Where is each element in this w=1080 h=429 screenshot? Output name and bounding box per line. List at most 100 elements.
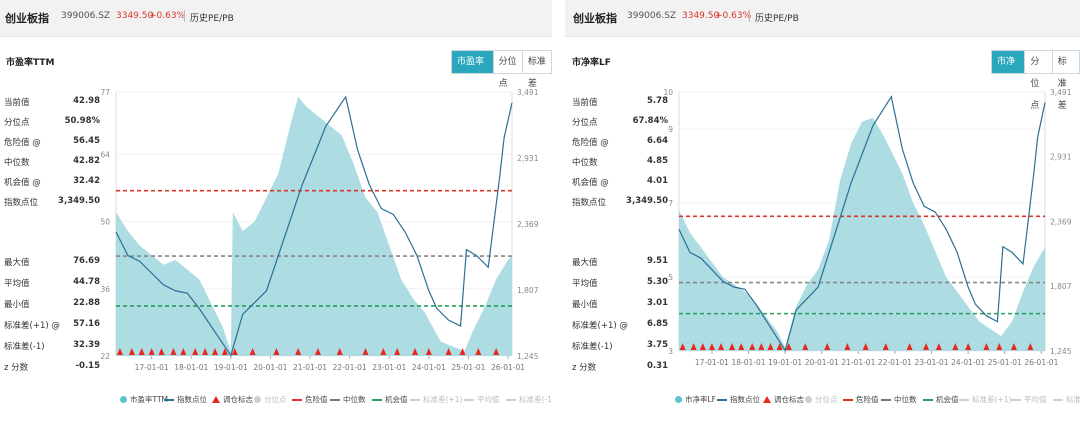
stat-value: 4.01 [647, 176, 668, 186]
legend-label: 机会值 [936, 395, 959, 404]
legend-label: 平均值 [1024, 395, 1047, 404]
legend-label: 中位数 [894, 395, 917, 404]
legend-item[interactable]: 标准差(-1) [1053, 394, 1080, 405]
legend-label: 机会值 [385, 395, 408, 404]
panel-header: 创业板指 399006.SZ 3349.50 +0.63% 历史PE/PB [0, 0, 552, 37]
rebalance-marker [116, 348, 123, 355]
legend-item[interactable]: 平均值 [464, 394, 500, 405]
tab-std-dev[interactable]: 标准差 [1051, 51, 1079, 111]
rebalance-marker [923, 343, 930, 350]
stat-label: 标准差(-1) [4, 342, 45, 352]
legend-label: 标准差(-1) [519, 395, 552, 404]
stat-value: 3.75 [647, 340, 668, 350]
legend-label: 标准差(-1) [1066, 395, 1080, 404]
legend-item[interactable]: 中位数 [881, 394, 917, 405]
stat-label[interactable]: 危险值 @ [572, 138, 609, 148]
rebalance-marker [212, 348, 218, 355]
stat-label: 最小值 [572, 300, 598, 310]
stat-label[interactable]: 危险值 @ [4, 138, 41, 148]
rebalance-marker [362, 348, 369, 355]
stat-value: 22.88 [73, 298, 100, 308]
legend-label: 分位点 [815, 395, 838, 404]
history-link[interactable]: 历史PE/PB [190, 14, 234, 24]
rebalance-marker [158, 348, 165, 355]
history-link[interactable]: 历史PE/PB [755, 14, 799, 24]
green-dash-icon [923, 398, 933, 401]
chart-title: 市盈率TTM [6, 58, 55, 68]
x-tick-label: 22-01-01 [333, 363, 367, 372]
stat-label: 指数点位 [572, 198, 607, 208]
stat-label: z 分数 [4, 363, 29, 373]
tab-pe-ttm[interactable]: 市盈率TTM [452, 51, 493, 89]
legend-item[interactable]: 中位数 [330, 394, 366, 405]
header-divider [184, 10, 185, 22]
stat-label: 中位数 [4, 158, 30, 168]
legend-label: 危险值 [856, 395, 879, 404]
tab-std-dev[interactable]: 标准差 [521, 51, 552, 89]
stat-value: 56.45 [73, 136, 100, 146]
left-tick-label: 50 [100, 218, 110, 227]
legend-item[interactable]: 机会值 [923, 394, 959, 405]
stat-label: z 分数 [572, 363, 597, 373]
rebalance-marker [862, 343, 869, 350]
index-price: 3349.50 [116, 11, 154, 21]
stat-label[interactable]: 机会值 @ [572, 178, 609, 188]
stat-value: 6.64 [647, 136, 668, 146]
left-tick-label: 7 [668, 199, 673, 208]
red-dash-icon [843, 398, 853, 401]
legend-item[interactable]: 危险值 [292, 394, 328, 405]
legend-item[interactable]: 平均值 [1011, 394, 1047, 405]
right-tick-label: 1,807 [517, 286, 539, 295]
left-tick-label: 36 [100, 285, 110, 294]
stat-label: 最大值 [4, 258, 30, 268]
stat-label: 当前值 [572, 98, 598, 108]
pe-panel: 创业板指 399006.SZ 3349.50 +0.63% 历史PE/PB 市盈… [0, 0, 552, 429]
rebalance-marker [776, 343, 783, 350]
legend-item[interactable]: 市净率LF [675, 394, 716, 405]
rebalance-marker [170, 348, 177, 355]
x-tick-label: 19-01-01 [214, 363, 248, 372]
rebalance-marker [394, 348, 401, 355]
legend-item[interactable]: 机会值 [372, 394, 408, 405]
stat-label[interactable]: 标准差(+1) @ [4, 321, 60, 331]
tab-percentile[interactable]: 分位点 [492, 51, 522, 89]
rebalance-marker [148, 348, 155, 355]
stat-value: 76.69 [73, 256, 100, 266]
index-code: 399006.SZ [627, 11, 677, 21]
rebalance-marker [138, 348, 145, 355]
rebalance-marker [679, 343, 686, 350]
blue-line-icon [717, 398, 727, 401]
rebalance-marker [965, 343, 972, 350]
legend-item[interactable]: 标准差(+1) [410, 394, 462, 405]
stat-label[interactable]: 机会值 @ [4, 178, 41, 188]
stat-value: 6.85 [647, 319, 668, 329]
legend-item[interactable]: 调仓标志 [212, 394, 253, 405]
legend-item[interactable]: 市盈率TTM [120, 394, 168, 405]
legend-item[interactable]: 危险值 [843, 394, 879, 405]
legend-item[interactable]: 标准差(-1) [506, 394, 552, 405]
stat-value: 32.42 [73, 176, 100, 186]
legend-item[interactable]: 指数点位 [717, 394, 760, 405]
rebalance-marker [475, 348, 482, 355]
tab-percentile[interactable]: 分位点 [1024, 51, 1052, 111]
legend-item[interactable]: 指数点位 [164, 394, 207, 405]
legend-item[interactable]: 分位点 [254, 394, 287, 405]
stat-label[interactable]: 标准差(+1) @ [572, 321, 628, 331]
left-tick-label: 9 [668, 125, 673, 134]
pe-chart[interactable]: 22 36 50 64 77 1,245 1,807 2,369 2,931 3,491 17-01… [0, 0, 552, 429]
tab-pb-lf[interactable]: 市净率LF [992, 51, 1025, 89]
rebalance-marker [729, 343, 736, 350]
stat-value: 67.84% [632, 116, 668, 126]
legend-item[interactable]: 调仓标志 [763, 394, 804, 405]
rebalance-marker [749, 343, 756, 350]
legend-item[interactable]: 分位点 [805, 394, 838, 405]
stat-value: 50.98% [64, 116, 100, 126]
x-tick-label: 24-01-01 [412, 363, 446, 372]
legend-item[interactable]: 标准差(+1) [959, 394, 1011, 405]
x-tick-label: 18-01-01 [174, 363, 208, 372]
valuation-area [679, 117, 1045, 352]
x-tick-label: 19-01-01 [768, 358, 802, 367]
rebalance-marker [221, 348, 228, 355]
stat-value: 57.16 [73, 319, 100, 329]
